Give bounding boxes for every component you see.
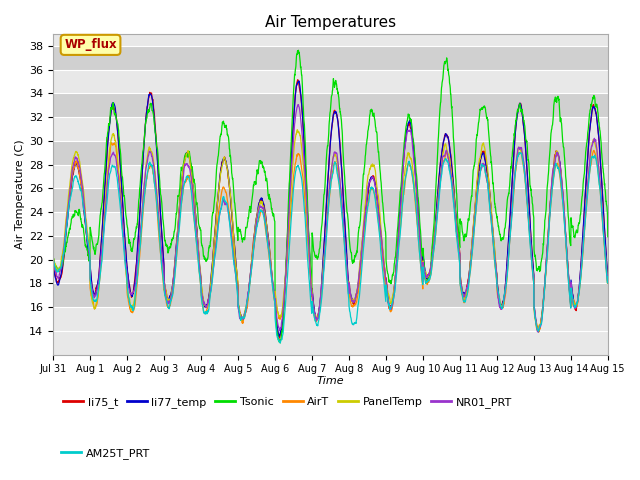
li75_t [492, 264, 500, 270]
PanelTemp [571, 300, 579, 306]
AirT [49, 253, 57, 259]
AM25T_PRT [556, 168, 563, 173]
AirT [492, 269, 500, 275]
Tsonic [359, 178, 367, 183]
AM25T_PRT [515, 150, 523, 156]
PanelTemp [604, 272, 612, 278]
AM25T_PRT [49, 255, 57, 261]
li77_temp [604, 270, 612, 276]
PanelTemp [533, 327, 541, 333]
NR01_PRT [556, 156, 563, 162]
AM25T_PRT [604, 274, 612, 280]
li75_t [347, 293, 355, 299]
AirT [535, 329, 543, 335]
Tsonic [492, 210, 500, 216]
li75_t [359, 236, 367, 242]
Tsonic [347, 249, 355, 255]
PanelTemp [204, 301, 212, 307]
Line: li77_temp: li77_temp [53, 81, 608, 336]
Bar [53, 141, 608, 165]
Line: PanelTemp: PanelTemp [53, 130, 608, 330]
li75_t [294, 77, 301, 83]
Bar [53, 283, 608, 307]
AirT [108, 140, 115, 145]
li77_temp [492, 265, 500, 271]
AM25T_PRT [359, 254, 367, 260]
AirT [571, 300, 579, 306]
NR01_PRT [534, 329, 542, 335]
Tsonic [276, 340, 284, 346]
Line: NR01_PRT: NR01_PRT [53, 105, 608, 332]
li75_t [49, 264, 57, 269]
Bar [53, 188, 608, 212]
Tsonic [294, 48, 302, 53]
Bar [53, 46, 608, 70]
NR01_PRT [49, 257, 57, 263]
Bar [53, 236, 608, 260]
li75_t [275, 335, 283, 341]
PanelTemp [492, 258, 500, 264]
li75_t [571, 304, 579, 310]
PanelTemp [359, 231, 367, 237]
AirT [604, 279, 612, 285]
Tsonic [604, 234, 612, 240]
Legend: li75_t, li77_temp, Tsonic, AirT, PanelTemp, NR01_PRT: li75_t, li77_temp, Tsonic, AirT, PanelTe… [59, 392, 516, 412]
AM25T_PRT [204, 310, 212, 315]
NR01_PRT [571, 305, 579, 311]
li77_temp [49, 263, 57, 268]
li77_temp [295, 78, 303, 84]
AM25T_PRT [347, 314, 355, 320]
NR01_PRT [604, 272, 612, 277]
Line: li75_t: li75_t [53, 80, 608, 338]
li77_temp [571, 300, 579, 306]
li75_t [204, 299, 212, 305]
Tsonic [571, 235, 579, 240]
PanelTemp [49, 254, 57, 260]
AirT [556, 169, 563, 175]
X-axis label: Time: Time [317, 376, 344, 386]
li75_t [556, 156, 563, 162]
Line: Tsonic: Tsonic [53, 50, 608, 343]
Line: AirT: AirT [53, 143, 608, 332]
Tsonic [204, 255, 212, 261]
NR01_PRT [347, 292, 355, 298]
AirT [204, 302, 212, 308]
Title: Air Temperatures: Air Temperatures [265, 15, 396, 30]
PanelTemp [347, 292, 355, 298]
li77_temp [359, 233, 367, 239]
li77_temp [556, 156, 563, 162]
li77_temp [276, 333, 284, 339]
Line: AM25T_PRT: AM25T_PRT [53, 153, 608, 343]
Bar [53, 93, 608, 117]
AM25T_PRT [276, 340, 284, 346]
li77_temp [204, 301, 212, 307]
NR01_PRT [359, 237, 367, 242]
NR01_PRT [492, 261, 500, 267]
PanelTemp [556, 160, 563, 166]
Text: WP_flux: WP_flux [64, 38, 117, 51]
Tsonic [556, 101, 563, 107]
Y-axis label: Air Temperature (C): Air Temperature (C) [15, 140, 25, 249]
Tsonic [49, 255, 57, 261]
NR01_PRT [294, 102, 302, 108]
li75_t [604, 272, 612, 278]
li77_temp [347, 292, 355, 298]
AM25T_PRT [492, 269, 500, 275]
AirT [359, 246, 367, 252]
AM25T_PRT [571, 305, 579, 311]
PanelTemp [294, 127, 301, 132]
NR01_PRT [204, 300, 212, 306]
AirT [347, 300, 355, 306]
